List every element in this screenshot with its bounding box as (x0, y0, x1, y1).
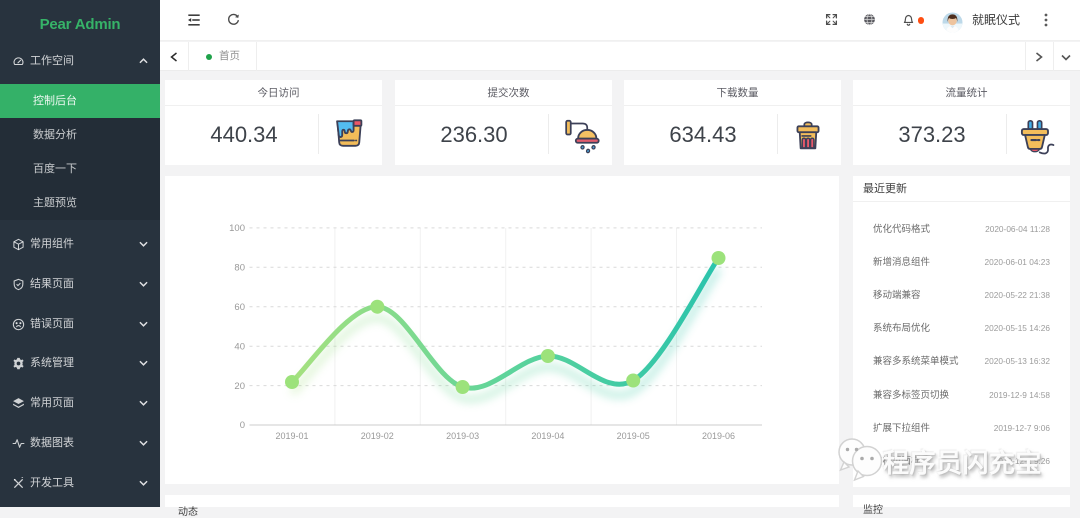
svg-text:2019-04: 2019-04 (531, 431, 564, 441)
svg-text:2019-02: 2019-02 (361, 431, 394, 441)
svg-text:40: 40 (234, 341, 245, 352)
svg-text:80: 80 (234, 263, 245, 274)
svg-text:20: 20 (234, 381, 245, 392)
svg-text:0: 0 (240, 420, 245, 431)
svg-text:2019-01: 2019-01 (275, 431, 308, 441)
svg-text:2019-03: 2019-03 (446, 431, 479, 441)
svg-text:60: 60 (234, 302, 245, 313)
svg-text:100: 100 (229, 223, 245, 234)
svg-text:2019-05: 2019-05 (617, 431, 650, 441)
svg-text:2019-06: 2019-06 (702, 431, 735, 441)
